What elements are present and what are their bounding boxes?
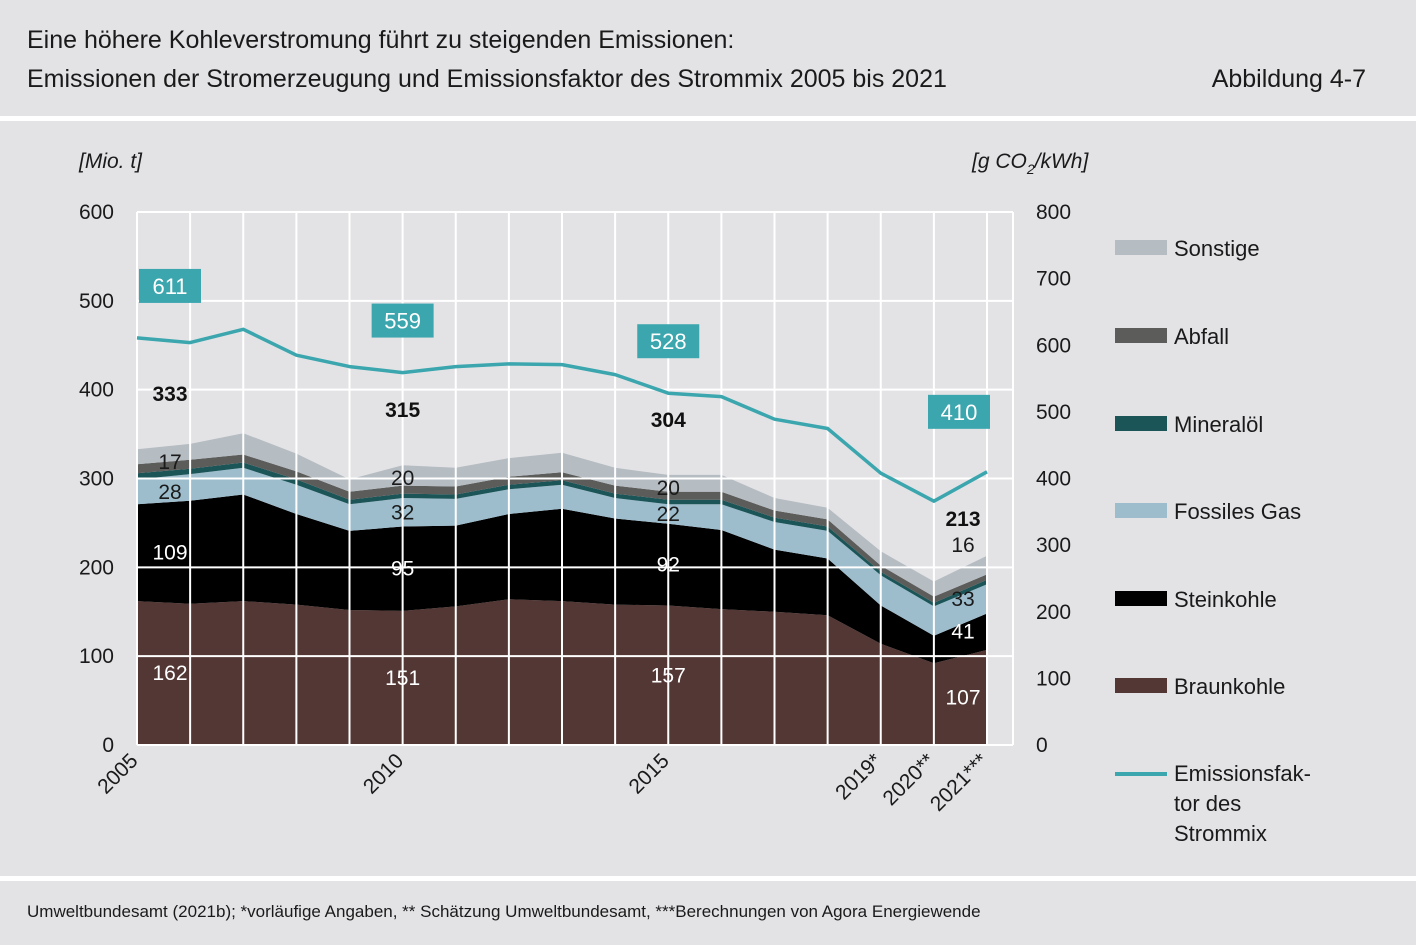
source-note: Umweltbundesamt (2021b); *vorläufige Ang… — [27, 902, 981, 921]
y-tick-left: 0 — [102, 734, 114, 757]
y-tick-right: 400 — [1036, 468, 1071, 491]
series-value-label: 92 — [657, 554, 680, 577]
chart-subtitle: Emissionen der Stromerzeugung und Emissi… — [27, 65, 947, 93]
factor-value-label: 410 — [941, 400, 978, 425]
chart-title: Eine höhere Kohleverstromung führt zu st… — [27, 26, 735, 54]
x-tick-label: 2015 — [624, 749, 673, 798]
legend-label: Braunkohle — [1174, 674, 1285, 699]
y-tick-left: 600 — [79, 201, 114, 224]
y-tick-right: 700 — [1036, 268, 1071, 291]
legend-label-emission-factor: tor des — [1174, 791, 1241, 816]
y-tick-left: 300 — [79, 468, 114, 491]
y-tick-right: 800 — [1036, 201, 1071, 224]
series-value-label: 162 — [152, 662, 187, 685]
legend-swatch-fossiles-gas — [1115, 503, 1167, 518]
factor-label-box — [928, 394, 990, 429]
series-value-label: 33 — [951, 588, 974, 611]
emissions-chart: [Mio. t] 0 100 200 300 400 500 600 [g CO2/kWh] 0 1… — [78, 150, 1311, 846]
y-axis-label-right: [g CO2/kWh] — [971, 150, 1089, 177]
chart-header: Eine höhere Kohleverstromung führt zu st… — [0, 0, 1416, 116]
header-separator — [0, 116, 1416, 121]
figure-number: Abbildung 4-7 — [1211, 65, 1366, 93]
y-tick-right: 200 — [1036, 601, 1071, 624]
total-label: 304 — [651, 409, 686, 432]
factor-label-box — [637, 324, 700, 359]
x-tick-label: 2010 — [359, 749, 408, 798]
total-label: 213 — [945, 508, 980, 531]
factor-label-box — [139, 268, 201, 303]
y-tick-left: 500 — [79, 290, 114, 313]
series-value-label: 22 — [657, 503, 680, 526]
legend-swatch-sonstige — [1115, 240, 1167, 255]
legend-swatch-steinkohle — [1115, 591, 1167, 606]
series-value-label: 107 — [945, 686, 980, 709]
total-label: 333 — [152, 383, 187, 406]
factor-value-label: 559 — [384, 309, 421, 334]
legend-swatch-mineral-l — [1115, 416, 1167, 431]
footer-separator — [0, 876, 1416, 881]
y-tick-left: 400 — [79, 379, 114, 402]
total-label: 315 — [385, 399, 420, 422]
series-value-label: 157 — [651, 664, 686, 687]
y-tick-right: 500 — [1036, 401, 1071, 424]
legend-swatch-abfall — [1115, 328, 1167, 343]
series-value-label: 16 — [951, 534, 974, 557]
x-tick-label: 2021*** — [926, 749, 993, 816]
factor-value-label: 611 — [152, 274, 187, 299]
x-tick-label: 2005 — [93, 749, 142, 798]
emission-factor-line — [136, 327, 988, 503]
x-tick-label: 2019* — [831, 749, 886, 804]
series-value-label: 17 — [158, 451, 181, 474]
legend-label: Steinkohle — [1174, 587, 1277, 612]
y-tick-right: 100 — [1036, 667, 1071, 690]
y-tick-left: 100 — [79, 645, 114, 668]
factor-value-label: 528 — [650, 329, 687, 354]
y-tick-left: 200 — [79, 556, 114, 579]
series-value-label: 151 — [385, 667, 420, 690]
legend-label: Abfall — [1174, 324, 1229, 349]
y-tick-right: 300 — [1036, 534, 1071, 557]
series-value-label: 41 — [951, 621, 974, 644]
series-value-label: 20 — [657, 477, 680, 500]
y-tick-right: 0 — [1036, 734, 1048, 757]
legend-label: Fossiles Gas — [1174, 499, 1301, 524]
legend-swatch-braunkohle — [1115, 678, 1167, 693]
y-tick-right: 600 — [1036, 334, 1071, 357]
legend-label-emission-factor: Strommix — [1174, 821, 1267, 846]
y-axis-label-left: [Mio. t] — [78, 150, 143, 173]
legend-label: Sonstige — [1174, 236, 1260, 261]
series-value-label: 28 — [158, 481, 181, 504]
series-value-label: 109 — [152, 542, 187, 565]
series-value-label: 20 — [391, 467, 414, 490]
legend-label: Mineralöl — [1174, 412, 1263, 437]
series-value-label: 95 — [391, 558, 414, 581]
series-value-label: 32 — [391, 501, 414, 524]
factor-label-box — [371, 303, 434, 338]
legend-label-emission-factor: Emissionsfak- — [1174, 761, 1311, 786]
